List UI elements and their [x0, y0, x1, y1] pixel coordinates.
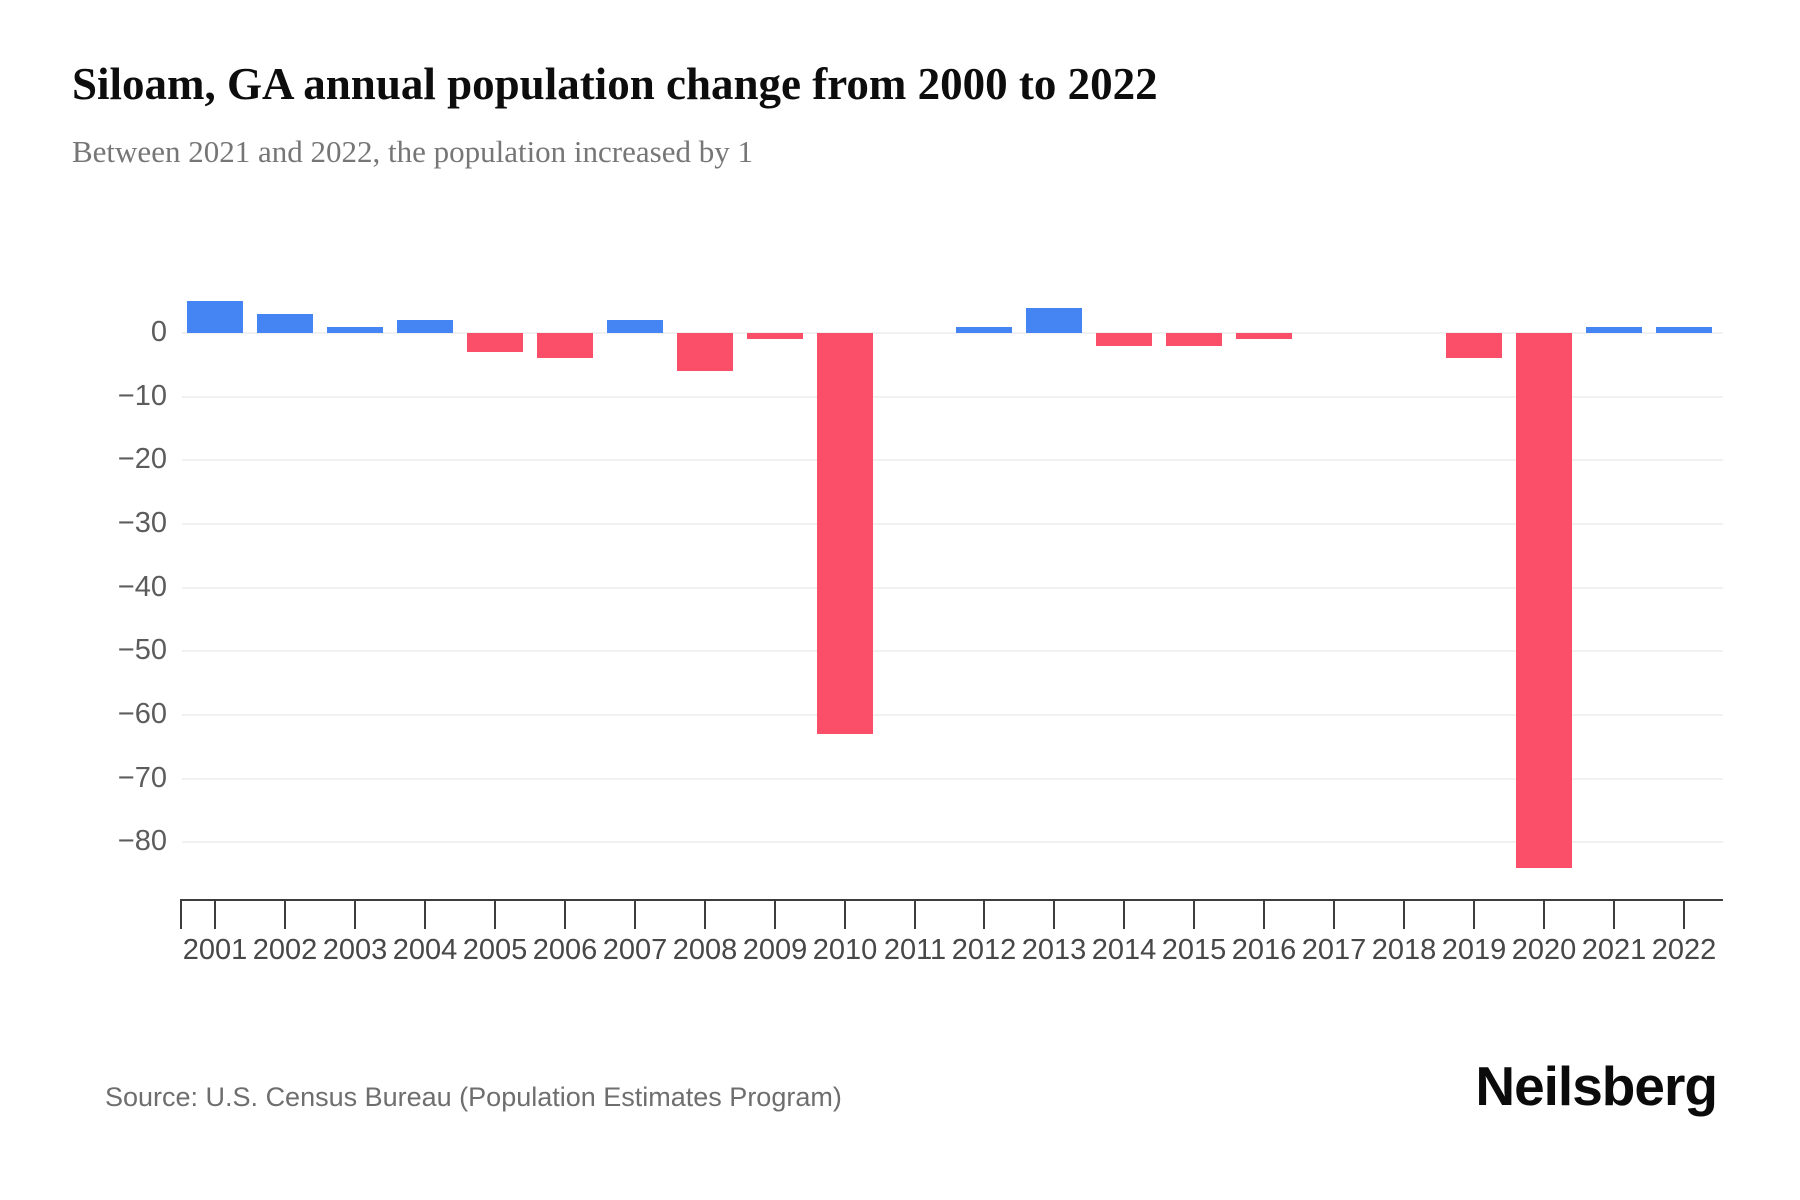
x-axis-tick: [983, 900, 985, 929]
x-axis-tick: [284, 900, 286, 929]
y-axis-tick-label: −40: [117, 570, 167, 603]
x-axis-tick-label: 2022: [1651, 934, 1717, 966]
x-axis-tick: [914, 900, 916, 929]
x-axis-tick: [1613, 900, 1615, 929]
gridline: [182, 841, 1723, 844]
bar-2010: [817, 333, 873, 734]
x-axis-tick-label: 2020: [1511, 934, 1577, 966]
bar-2020: [1516, 333, 1572, 868]
bar-2016: [1236, 333, 1292, 340]
x-axis-end-tick: [180, 900, 182, 929]
x-axis-tick-label: 2008: [672, 934, 738, 966]
bar-2019: [1446, 333, 1502, 359]
x-axis-tick-label: 2003: [322, 934, 388, 966]
x-axis-tick-label: 2013: [1021, 934, 1087, 966]
bar-2002: [257, 313, 313, 333]
x-axis-tick-label: 2004: [392, 934, 458, 966]
x-axis-tick-label: 2015: [1161, 934, 1227, 966]
bar-2021: [1586, 326, 1642, 333]
bar-2014: [1096, 333, 1152, 346]
y-axis-tick-label: −10: [117, 379, 167, 412]
bar-2022: [1656, 326, 1712, 333]
x-axis-tick-label: 2001: [182, 934, 248, 966]
bar-2008: [677, 333, 733, 372]
x-axis-line: [180, 899, 1723, 901]
x-axis-tick-label: 2011: [883, 934, 947, 966]
bar-2001: [187, 301, 243, 333]
source-attribution: Source: U.S. Census Bureau (Population E…: [105, 1082, 842, 1112]
bar-2013: [1026, 307, 1082, 333]
x-axis-tick-label: 2014: [1091, 934, 1157, 966]
x-axis-tick-label: 2021: [1581, 934, 1647, 966]
x-axis-tick-label: 2009: [742, 934, 808, 966]
gridline: [182, 332, 1723, 334]
bar-2012: [956, 326, 1012, 333]
x-axis-tick: [844, 900, 846, 929]
bar-2003: [327, 326, 383, 333]
gridline: [182, 395, 1723, 398]
x-axis-tick-label: 2017: [1301, 934, 1367, 966]
bar-2015: [1166, 333, 1222, 346]
x-axis-tick: [1263, 900, 1265, 929]
gridline: [182, 586, 1723, 589]
x-axis-tick: [634, 900, 636, 929]
neilsberg-logo: Neilsberg: [1475, 1055, 1718, 1117]
x-axis-tick: [1123, 900, 1125, 929]
gridline: [182, 650, 1723, 653]
x-axis-tick-label: 2019: [1441, 934, 1507, 966]
bar-2006: [537, 333, 593, 359]
x-axis-tick-label: 2012: [951, 934, 1017, 966]
bar-2005: [467, 333, 523, 353]
chart-subtitle: Between 2021 and 2022, the population in…: [72, 134, 753, 169]
x-axis-tick: [704, 900, 706, 929]
x-axis-tick: [494, 900, 496, 929]
gridline: [182, 459, 1723, 462]
x-axis-tick-label: 2005: [462, 934, 528, 966]
y-axis-tick-label: −20: [117, 443, 167, 476]
chart-title: Siloam, GA annual population change from…: [72, 59, 1158, 109]
gridline: [182, 713, 1723, 716]
x-axis-tick: [564, 900, 566, 929]
x-axis-tick-label: 2007: [602, 934, 668, 966]
x-axis-tick: [1403, 900, 1405, 929]
x-axis-tick: [214, 900, 216, 929]
y-axis-tick-label: −80: [117, 825, 167, 858]
x-axis-tick: [1543, 900, 1545, 929]
bar-2007: [607, 320, 663, 333]
x-axis-tick-label: 2010: [812, 934, 878, 966]
x-axis-tick: [354, 900, 356, 929]
x-axis-tick-label: 2018: [1371, 934, 1437, 966]
gridline: [182, 522, 1723, 525]
y-axis-tick-label: −50: [117, 634, 167, 667]
y-axis-tick-label: −60: [117, 697, 167, 730]
bar-2004: [397, 320, 453, 333]
x-axis-tick: [1053, 900, 1055, 929]
y-axis-tick-label: −30: [117, 506, 167, 539]
y-axis-tick-label: 0: [150, 316, 167, 348]
x-axis-tick: [1193, 900, 1195, 929]
x-axis-tick-label: 2002: [252, 934, 318, 966]
x-axis-tick: [774, 900, 776, 929]
x-axis-tick: [1683, 900, 1685, 929]
x-axis-tick-label: 2006: [532, 934, 598, 966]
x-axis-tick: [1473, 900, 1475, 929]
gridline: [182, 777, 1723, 780]
x-axis-tick: [1333, 900, 1335, 929]
x-axis-tick: [424, 900, 426, 929]
y-axis-tick-label: −70: [117, 761, 167, 794]
x-axis-tick-label: 2016: [1231, 934, 1297, 966]
bar-2009: [747, 333, 803, 340]
